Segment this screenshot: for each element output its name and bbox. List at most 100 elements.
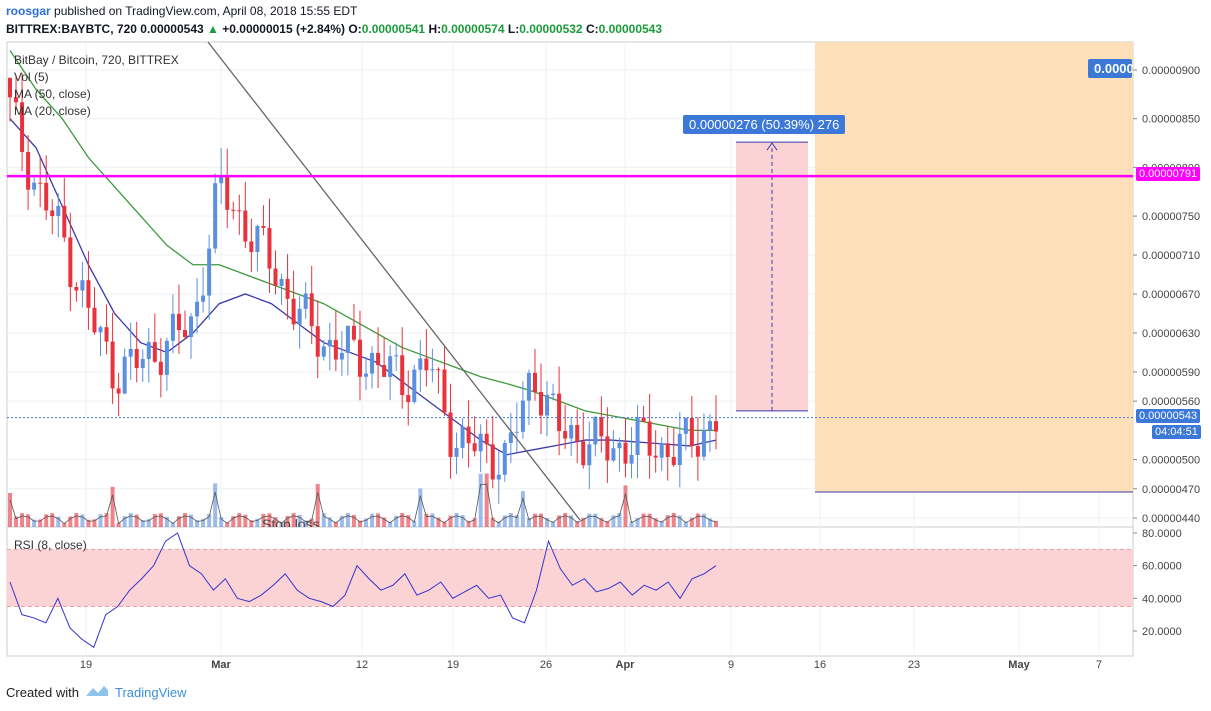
volume-ma-line <box>9 483 717 525</box>
volume-bar <box>146 519 151 527</box>
volume-bar <box>539 513 544 527</box>
volume-bar <box>701 513 706 527</box>
candle-body <box>219 174 224 184</box>
volume-bar <box>695 513 700 527</box>
candle-body <box>388 356 393 377</box>
candle-body <box>38 182 43 184</box>
candle-body <box>563 431 568 439</box>
candle-body <box>140 359 145 368</box>
price-axis-label: 0.00000900 <box>1142 65 1200 77</box>
volume-bar <box>237 513 242 527</box>
countdown-tag: 04:04:51 <box>1152 425 1201 439</box>
time-axis-label: 19 <box>447 659 459 671</box>
candle-body <box>545 395 550 416</box>
volume-bar <box>297 514 302 527</box>
drawing-zones <box>736 42 1133 493</box>
volume-bar <box>502 515 507 527</box>
price-axis-label: 0.00000710 <box>1142 250 1200 262</box>
volume-bar <box>315 483 320 527</box>
author-link[interactable]: roosgar <box>6 4 51 18</box>
candle-body <box>701 430 706 457</box>
volume-bar <box>104 513 109 527</box>
published-text: published on TradingView.com, April 08, … <box>54 4 358 18</box>
volume-bar <box>219 517 224 527</box>
candle-body <box>430 369 435 371</box>
price-axis-label: 0.00000670 <box>1142 289 1200 301</box>
volume-bar <box>508 513 513 527</box>
tradingview-link[interactable]: TradingView <box>114 685 187 700</box>
volume-bar <box>587 513 592 527</box>
candle-body <box>484 433 489 445</box>
volume-bar <box>20 513 25 527</box>
volume-bar <box>357 520 362 527</box>
candle-body <box>357 339 362 377</box>
high-value: 0.00000574 <box>441 22 505 36</box>
time-axis-label: 16 <box>814 659 826 671</box>
volume-bar <box>255 518 260 527</box>
volume-bar <box>617 513 622 527</box>
volume-bar <box>683 521 688 527</box>
candle-body <box>128 348 133 357</box>
volume-bar <box>321 513 326 527</box>
candle-body <box>539 392 544 416</box>
candle-body <box>641 417 646 422</box>
candle-body <box>454 447 459 457</box>
volume-bar <box>56 516 61 527</box>
rsi-axis-label: 80.0000 <box>1142 528 1182 540</box>
candle-body <box>249 241 254 253</box>
candle-body <box>116 388 121 394</box>
volume-bar <box>364 518 369 527</box>
legend-ma20: MA (20, close) <box>14 104 91 118</box>
candle-body <box>134 348 139 368</box>
price-axis: 0.000009000.000008500.000008000.00000750… <box>1133 65 1200 638</box>
price-axis-label: 0.00000630 <box>1142 328 1200 340</box>
candle-body <box>490 444 495 480</box>
candle-body <box>110 341 115 389</box>
candle-body <box>508 432 513 443</box>
trend-line <box>207 42 581 521</box>
volume-bar <box>629 521 634 527</box>
open-value: 0.00000541 <box>361 22 426 36</box>
candle-body <box>189 316 194 337</box>
candle-body <box>158 361 163 375</box>
volume-bar <box>339 515 344 527</box>
candle-body <box>520 400 525 432</box>
volume-bar <box>611 515 616 527</box>
volume-bar <box>62 522 67 527</box>
volume-bar <box>231 516 236 527</box>
volume-bar <box>412 520 417 527</box>
volume-bar <box>382 517 387 527</box>
volume-bar <box>593 513 598 527</box>
volume-bar <box>641 513 646 527</box>
candle-body <box>442 369 447 413</box>
candle-body <box>86 280 91 308</box>
candle-body <box>122 356 127 394</box>
candle-body <box>146 342 151 360</box>
low-label: L: <box>507 22 520 36</box>
volume-bar <box>677 515 682 527</box>
candle-body <box>472 443 477 452</box>
volume-bar <box>110 486 115 527</box>
volume-bar <box>376 513 381 527</box>
target-zone <box>815 42 1133 492</box>
candle-body <box>176 313 181 331</box>
volume-bar <box>532 513 537 527</box>
candle-body <box>370 352 375 374</box>
candle-body <box>351 325 356 340</box>
volume-bar <box>38 519 43 527</box>
candle-body <box>291 298 296 325</box>
candle-body <box>243 210 248 242</box>
time-axis-label: 23 <box>908 659 920 671</box>
candle-body <box>225 174 230 210</box>
candle-body <box>14 97 19 103</box>
candle-body <box>104 327 109 342</box>
candle-body <box>74 287 79 291</box>
tradingview-logo-icon <box>85 684 109 701</box>
volume-bar <box>478 473 483 527</box>
candle-body <box>436 369 441 371</box>
candle-body <box>279 278 284 286</box>
volume-bar <box>424 513 429 527</box>
volume-bar <box>448 515 453 527</box>
candle-body <box>364 373 369 377</box>
